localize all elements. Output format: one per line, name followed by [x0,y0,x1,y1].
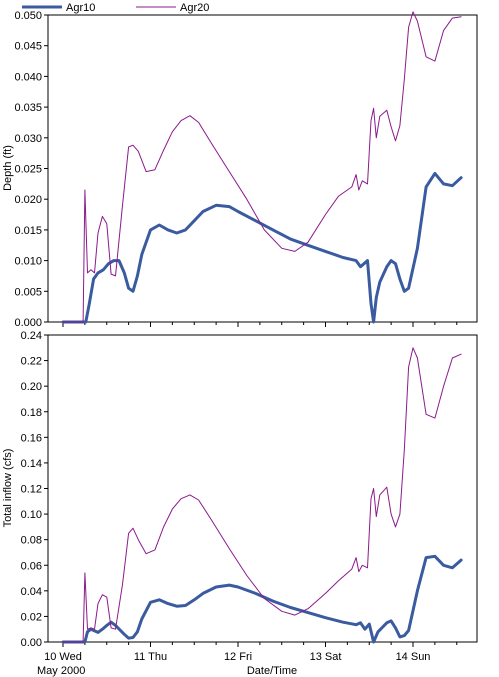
depth-y-label: Depth (ft) [2,145,14,191]
inflow-y-tick-label: 0.04 [21,586,42,598]
depth-y-tick-label: 0.015 [14,225,42,237]
depth-panel: 0.000 0.005 0.010 0.015 0.020 0.025 0.030 0.035… [2,10,478,329]
depth-y-tick-label: 0.035 [14,102,42,114]
inflow-y-tick-label: 0.08 [21,535,42,547]
depth-y-tick-label: 0.040 [14,71,42,83]
legend-label-agr20: Agr20 [180,2,209,14]
inflow-y-tick-label: 0.06 [21,560,42,572]
x-axis-title: Date/Time [247,665,297,677]
legend-label-agr10: Agr10 [66,2,95,14]
x-axis-labels: 10 Wed 11 Thu 12 Fri 13 Sat 14 Sun [44,651,430,663]
inflow-y-tick-label: 0.22 [21,356,42,368]
inflow-y-tick-label: 0.16 [21,432,42,444]
inflow-x-axis [62,642,458,647]
inflow-panel: 0.00 0.02 0.04 0.06 0.08 0.10 0.12 0.14 0.16 0.18… [2,330,478,649]
depth-series-agr20 [62,11,462,323]
inflow-y-tick-label: 0.10 [21,509,42,521]
depth-y-tick-label: 0.010 [14,256,42,268]
inflow-y-tick-label: 0.12 [21,484,42,496]
inflow-y-tick-label: 0.18 [21,407,42,419]
depth-y-tick-label: 0.030 [14,133,42,145]
inflow-series-agr10 [61,554,463,644]
inflow-series-agr20 [62,347,462,643]
legend: Agr10 Agr20 [22,2,209,14]
inflow-y-tick-label: 0.00 [21,637,42,649]
depth-series-agr10 [61,171,463,324]
x-axis-sublabel: May 2000 [37,665,85,677]
depth-y-tick-label: 0.005 [14,286,42,298]
inflow-y-axis: 0.00 0.02 0.04 0.06 0.08 0.10 0.12 0.14 0.16 0.18… [21,330,48,649]
depth-y-tick-label: 0.020 [14,194,42,206]
inflow-series-group [61,347,463,644]
inflow-y-tick-label: 0.20 [21,381,42,393]
inflow-y-tick-label: 0.24 [21,330,42,342]
x-tick-label: 13 Sat [310,651,342,663]
x-tick-label: 14 Sun [396,651,431,663]
inflow-y-tick-label: 0.02 [21,611,42,623]
depth-series-group [61,11,463,324]
x-tick-label: 10 Wed [44,651,82,663]
depth-y-tick-label: 0.050 [14,10,42,22]
x-tick-label: 11 Thu [134,651,167,663]
inflow-plot-frame [47,334,478,643]
depth-y-tick-label: 0.045 [14,41,42,53]
depth-y-tick-label: 0.025 [14,164,42,176]
x-tick-label: 12 Fri [224,651,252,663]
depth-y-axis: 0.000 0.005 0.010 0.015 0.020 0.025 0.030 0.035… [14,10,48,329]
depth-x-axis [62,322,458,327]
depth-y-tick-label: 0.000 [14,317,42,329]
inflow-y-label: Total inflow (cfs) [2,449,14,528]
inflow-y-tick-label: 0.14 [21,458,42,470]
